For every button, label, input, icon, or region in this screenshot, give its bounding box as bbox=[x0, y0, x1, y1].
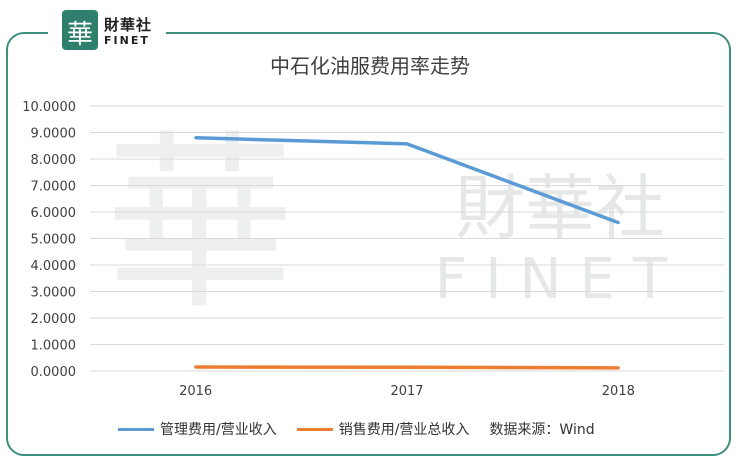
y-tick-label: 10.0000 bbox=[22, 100, 76, 115]
data-point-1 bbox=[194, 365, 198, 369]
legend-label-admin: 管理费用/营业收入 bbox=[160, 422, 277, 438]
data-point-1 bbox=[616, 366, 620, 370]
y-tick-label: 6.0000 bbox=[31, 206, 77, 221]
data-point-1 bbox=[405, 365, 409, 369]
legend-swatch-sales bbox=[296, 427, 333, 431]
watermark-logo-char: 華 bbox=[105, 114, 295, 335]
y-tick-label: 2.0000 bbox=[31, 312, 77, 327]
y-tick-label: 5.0000 bbox=[31, 233, 77, 248]
y-tick-label: 1.0000 bbox=[31, 339, 77, 354]
source-note: 数据来源：Wind bbox=[489, 422, 595, 438]
brand-logo: 華 財華社 FINET bbox=[48, 6, 166, 54]
chart-frame bbox=[6, 32, 731, 456]
brand-name-cn: 財華社 bbox=[104, 16, 153, 34]
y-tick-label: 0.0000 bbox=[31, 365, 77, 380]
brand-name-en: FINET bbox=[104, 34, 150, 47]
logo-char: 華 bbox=[66, 20, 93, 50]
legend-swatch-admin bbox=[118, 427, 154, 431]
logo-mark: 華 bbox=[62, 10, 98, 50]
data-point-0 bbox=[405, 142, 409, 146]
data-point-0 bbox=[194, 136, 198, 140]
x-tick-label: 2016 bbox=[179, 384, 212, 399]
y-tick-label: 8.0000 bbox=[31, 153, 77, 168]
watermark-en: FINET bbox=[435, 247, 685, 312]
data-point-0 bbox=[616, 221, 620, 225]
legend-item-sales-expense: 销售费用/营业总收入 bbox=[296, 419, 470, 439]
x-tick-label: 2018 bbox=[602, 384, 635, 399]
x-tick-label: 2017 bbox=[390, 384, 423, 399]
y-tick-label: 9.0000 bbox=[31, 127, 77, 142]
chart-legend: 管理费用/营业收入 销售费用/营业总收入 数据来源：Wind bbox=[118, 418, 595, 440]
legend-label-sales: 销售费用/营业总收入 bbox=[338, 422, 470, 438]
y-tick-label: 4.0000 bbox=[31, 259, 77, 274]
legend-item-admin-expense: 管理费用/营业收入 bbox=[118, 419, 277, 439]
watermark-cn: 財華社 bbox=[455, 167, 665, 249]
y-tick-label: 7.0000 bbox=[31, 180, 77, 195]
y-tick-label: 3.0000 bbox=[31, 286, 77, 301]
chart-title: 中石化油服费用率走势 bbox=[270, 54, 470, 78]
